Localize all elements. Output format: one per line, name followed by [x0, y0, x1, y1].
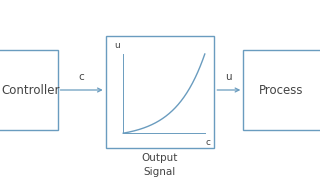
Text: Output
Signal
Conversion: Output Signal Conversion [131, 153, 189, 180]
Text: Controller: Controller [2, 84, 60, 96]
Bar [243, 50, 320, 130]
Bar [106, 36, 214, 148]
Text: c: c [205, 138, 211, 147]
Text: c: c [79, 72, 84, 82]
Bar [0, 50, 58, 130]
Text: Process: Process [259, 84, 303, 96]
Text: u: u [115, 41, 120, 50]
Text: u: u [226, 72, 232, 82]
